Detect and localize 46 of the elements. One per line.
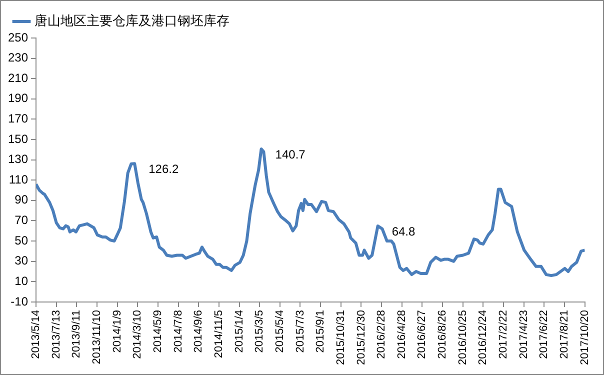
y-tick-label: 110 — [8, 172, 28, 186]
y-tick-label: 150 — [8, 132, 28, 146]
x-tick-label: 2015/1/4 — [233, 310, 246, 353]
x-tick-label: 2014/7/8 — [172, 310, 184, 353]
x-tick-label: 2015/5/4 — [274, 310, 286, 353]
x-tick-label: 2014/1/9 — [111, 310, 124, 353]
x-tick-label: 2015/7/3 — [294, 310, 306, 353]
y-tick-label: 130 — [8, 152, 28, 166]
x-tick-label: 2015/3/5 — [254, 310, 266, 353]
x-tick-label: 2013/9/11 — [70, 310, 83, 358]
x-tick-label: 2015/10/31 — [334, 310, 347, 366]
x-tick-label: 2014/11/5 — [212, 310, 225, 358]
x-tick-label: 2014/3/10 — [132, 310, 144, 359]
y-tick-label: 210 — [8, 70, 28, 85]
x-tick-label: 2017/10/20 — [578, 310, 591, 366]
y-tick-label: 250 — [8, 30, 28, 44]
x-tick-label: 2016/8/26 — [436, 310, 449, 359]
x-tick-label: 2017/8/21 — [558, 310, 571, 359]
annotation: 64.8 — [392, 224, 416, 238]
annotation: 126.2 — [148, 162, 179, 176]
x-tick-label: 2013/11/10 — [91, 310, 104, 364]
y-tick-label: 50 — [14, 233, 28, 248]
x-tick-label: 2014/5/9 — [152, 310, 164, 353]
x-tick-label: 2015/12/30 — [355, 310, 368, 366]
x-tick-label: 2016/4/28 — [396, 310, 408, 359]
y-tick-label: 30 — [14, 254, 28, 268]
x-tick-label: 2016/10/25 — [456, 310, 469, 366]
legend-label: 唐山地区主要仓库及港口钢坯库存 — [34, 13, 230, 28]
x-tick-label: 2016/12/24 — [477, 310, 490, 366]
x-tick-label: 2014/9/6 — [192, 310, 205, 353]
y-tick-label: 10 — [14, 274, 28, 288]
x-tick-label: 2016/6/27 — [416, 310, 428, 359]
y-tick-label: 170 — [8, 112, 28, 126]
x-tick-label: 2017/2/22 — [498, 310, 510, 359]
x-tick-label: 2016/2/28 — [376, 310, 388, 359]
y-tick-label: 90 — [14, 192, 28, 207]
x-tick-label: 2015/9/1 — [314, 310, 327, 353]
x-tick-label: 2013/7/13 — [50, 310, 62, 359]
y-tick-label: 70 — [14, 213, 28, 228]
y-tick-label: 190 — [8, 91, 28, 106]
x-tick-label: 2017/4/23 — [518, 310, 530, 359]
y-tick-label: 230 — [8, 50, 28, 65]
x-tick-label: 2013/5/14 — [30, 310, 42, 359]
y-tick-label: -10 — [10, 294, 28, 308]
x-tick-label: 2017/6/22 — [538, 310, 550, 359]
annotation: 140.7 — [275, 147, 306, 162]
